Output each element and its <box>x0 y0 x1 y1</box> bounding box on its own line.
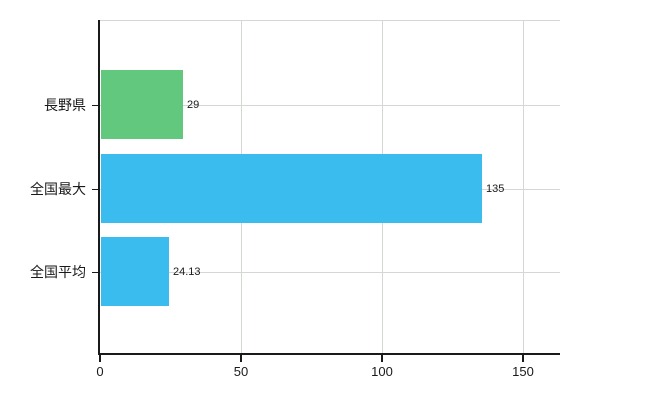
y-axis-tick <box>92 105 100 106</box>
bar-value-label-1: 135 <box>486 183 505 195</box>
row-gridline <box>100 272 560 273</box>
category-label-1: 全国最大 <box>30 181 86 197</box>
bar-value-label-2: 24.13 <box>173 266 201 278</box>
x-axis <box>98 353 560 355</box>
vertical-gridline <box>523 20 524 353</box>
x-tick-label-0: 0 <box>96 364 104 379</box>
y-axis <box>98 20 100 353</box>
bar-1 <box>101 154 482 223</box>
bar-value-label-0: 29 <box>187 99 200 111</box>
x-tick-label-3: 150 <box>512 364 534 379</box>
bar-2 <box>101 237 169 306</box>
bar-0 <box>101 70 183 139</box>
x-tick-label-1: 50 <box>233 364 249 379</box>
row-gridline <box>100 105 560 106</box>
x-axis-tick <box>381 355 383 362</box>
y-axis-tick <box>92 189 100 190</box>
category-label-0: 長野県 <box>44 97 86 113</box>
plot-top-gridline <box>100 20 560 21</box>
x-axis-tick <box>240 355 242 362</box>
x-axis-tick <box>99 355 101 362</box>
x-axis-tick <box>522 355 524 362</box>
y-axis-tick <box>92 272 100 273</box>
category-label-2: 全国平均 <box>30 264 86 280</box>
x-tick-label-2: 100 <box>371 364 393 379</box>
